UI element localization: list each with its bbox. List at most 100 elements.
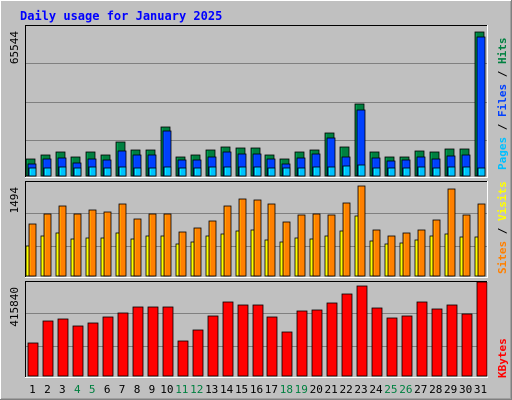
- pages-bar-day-18: [282, 167, 291, 177]
- sites-bar-day-29: [447, 188, 456, 277]
- kbytes-bar-day-9: [147, 306, 159, 377]
- x-tick-label-day-5: 5: [89, 383, 96, 396]
- kbytes-bar-day-20: [311, 309, 323, 377]
- sites-bar-day-13: [208, 220, 217, 277]
- kbytes-bar-day-5: [87, 322, 99, 377]
- sites-bar-day-12: [193, 227, 202, 277]
- panel-3-y-tick-label: 415840: [8, 287, 21, 327]
- pages-bar-day-8: [133, 167, 142, 177]
- kbytes-bar-day-14: [222, 301, 234, 377]
- pages-bar-day-20: [312, 166, 321, 177]
- kbytes-bar-day-12: [192, 329, 204, 377]
- pages-bar-day-31: [477, 167, 486, 177]
- kbytes-panel: 415840: [8, 281, 488, 378]
- legend-kbytes: KBytes: [496, 338, 509, 378]
- pages-bar-day-22: [342, 165, 351, 177]
- x-tick-label-day-29: 29: [444, 383, 457, 396]
- x-tick-label-day-6: 6: [104, 383, 111, 396]
- x-tick-label-day-31: 31: [474, 383, 487, 396]
- x-tick-label-day-11: 11: [175, 383, 188, 396]
- kbytes-bar-day-4: [72, 325, 84, 377]
- legend-separator: /: [496, 64, 509, 84]
- sites-bar-day-21: [327, 214, 336, 277]
- kbytes-bar-day-24: [371, 307, 383, 377]
- pages-bar-day-19: [297, 167, 306, 177]
- x-tick-label-day-30: 30: [459, 383, 472, 396]
- sites-bar-day-11: [178, 231, 187, 277]
- sites-bar-day-16: [253, 199, 262, 277]
- legend-hits: Hits: [496, 38, 509, 65]
- x-tick-label-day-27: 27: [414, 383, 427, 396]
- sites-bar-day-25: [387, 235, 396, 277]
- x-tick-label-day-26: 26: [399, 383, 412, 396]
- panel-2-y-tick-label: 1494: [8, 187, 21, 214]
- kbytes-bar-day-8: [132, 306, 144, 377]
- pages-bar-day-12: [193, 167, 202, 177]
- kbytes-bar-day-6: [102, 316, 114, 377]
- x-tick-label-day-22: 22: [339, 383, 352, 396]
- kbytes-bar-day-11: [177, 340, 189, 377]
- kbytes-bar-day-25: [386, 317, 398, 377]
- legend-pages-files-hits: Pages / Files / Hits: [496, 38, 509, 171]
- kbytes-bar-day-19: [296, 310, 308, 377]
- pages-bar-day-23: [357, 164, 366, 177]
- pages-bar-day-21: [327, 166, 336, 177]
- sites-bar-day-15: [238, 198, 247, 277]
- kbytes-bar-day-10: [162, 306, 174, 377]
- pages-bar-day-2: [43, 167, 52, 177]
- sites-bar-day-8: [133, 218, 142, 277]
- x-tick-label-day-15: 15: [235, 383, 248, 396]
- sites-bar-day-1: [28, 223, 37, 277]
- pages-bar-day-28: [432, 167, 441, 177]
- sites-bar-day-17: [267, 203, 276, 277]
- pages-bar-day-30: [462, 166, 471, 177]
- kbytes-bar-day-18: [281, 331, 293, 377]
- sites-bar-day-24: [372, 229, 381, 277]
- kbytes-bar-day-21: [326, 302, 338, 377]
- legend-separator: /: [496, 221, 509, 241]
- legend-sites-visits: Sites / Visits: [496, 181, 509, 274]
- pages-bar-day-15: [238, 166, 247, 177]
- sites-bar-day-20: [312, 213, 321, 277]
- chart-title: Daily usage for January 2025: [20, 9, 222, 23]
- sites-bar-day-6: [103, 211, 112, 277]
- legend-files: Files: [496, 84, 509, 117]
- legend-kbytes: KBytes: [496, 338, 509, 378]
- legend-separator: /: [496, 117, 509, 137]
- sites-bar-day-5: [88, 209, 97, 277]
- pages-bar-day-7: [118, 166, 127, 177]
- pages-bar-day-6: [103, 167, 112, 177]
- x-tick-label-day-17: 17: [265, 383, 278, 396]
- hits-files-pages-panel: 65544: [8, 25, 488, 178]
- x-tick-label-day-24: 24: [369, 383, 383, 396]
- sites-bar-day-26: [402, 232, 411, 277]
- x-tick-label-day-20: 20: [310, 383, 323, 396]
- sites-bar-day-30: [462, 214, 471, 277]
- sites-bar-day-23: [357, 185, 366, 277]
- pages-bar-day-11: [178, 167, 187, 177]
- sites-bar-day-22: [342, 202, 351, 277]
- sites-bar-day-27: [417, 229, 426, 277]
- x-tick-label-day-16: 16: [250, 383, 263, 396]
- x-tick-label-day-2: 2: [44, 383, 51, 396]
- sites-bar-day-14: [223, 205, 232, 277]
- kbytes-bar-day-2: [42, 320, 54, 377]
- kbytes-bar-day-15: [237, 304, 249, 377]
- x-tick-label-day-7: 7: [119, 383, 126, 396]
- panel-1-y-tick-label: 65544: [8, 31, 21, 64]
- sites-bar-day-19: [297, 214, 306, 277]
- sites-bar-day-7: [118, 203, 127, 277]
- sites-bar-day-10: [163, 213, 172, 277]
- pages-bar-day-26: [402, 167, 411, 177]
- sites-bar-day-28: [432, 219, 441, 277]
- kbytes-bar-day-26: [401, 315, 413, 377]
- pages-bar-day-24: [372, 167, 381, 177]
- x-tick-label-day-18: 18: [280, 383, 293, 396]
- kbytes-bar-day-22: [341, 293, 353, 377]
- legends: Pages / Files / Hits Sites / Visits KBytes: [496, 38, 509, 379]
- x-tick-label-day-9: 9: [149, 383, 156, 396]
- x-tick-label-day-21: 21: [325, 383, 338, 396]
- pages-bar-day-25: [387, 167, 396, 177]
- pages-bar-day-29: [447, 166, 456, 177]
- kbytes-bar-day-31: [476, 281, 488, 377]
